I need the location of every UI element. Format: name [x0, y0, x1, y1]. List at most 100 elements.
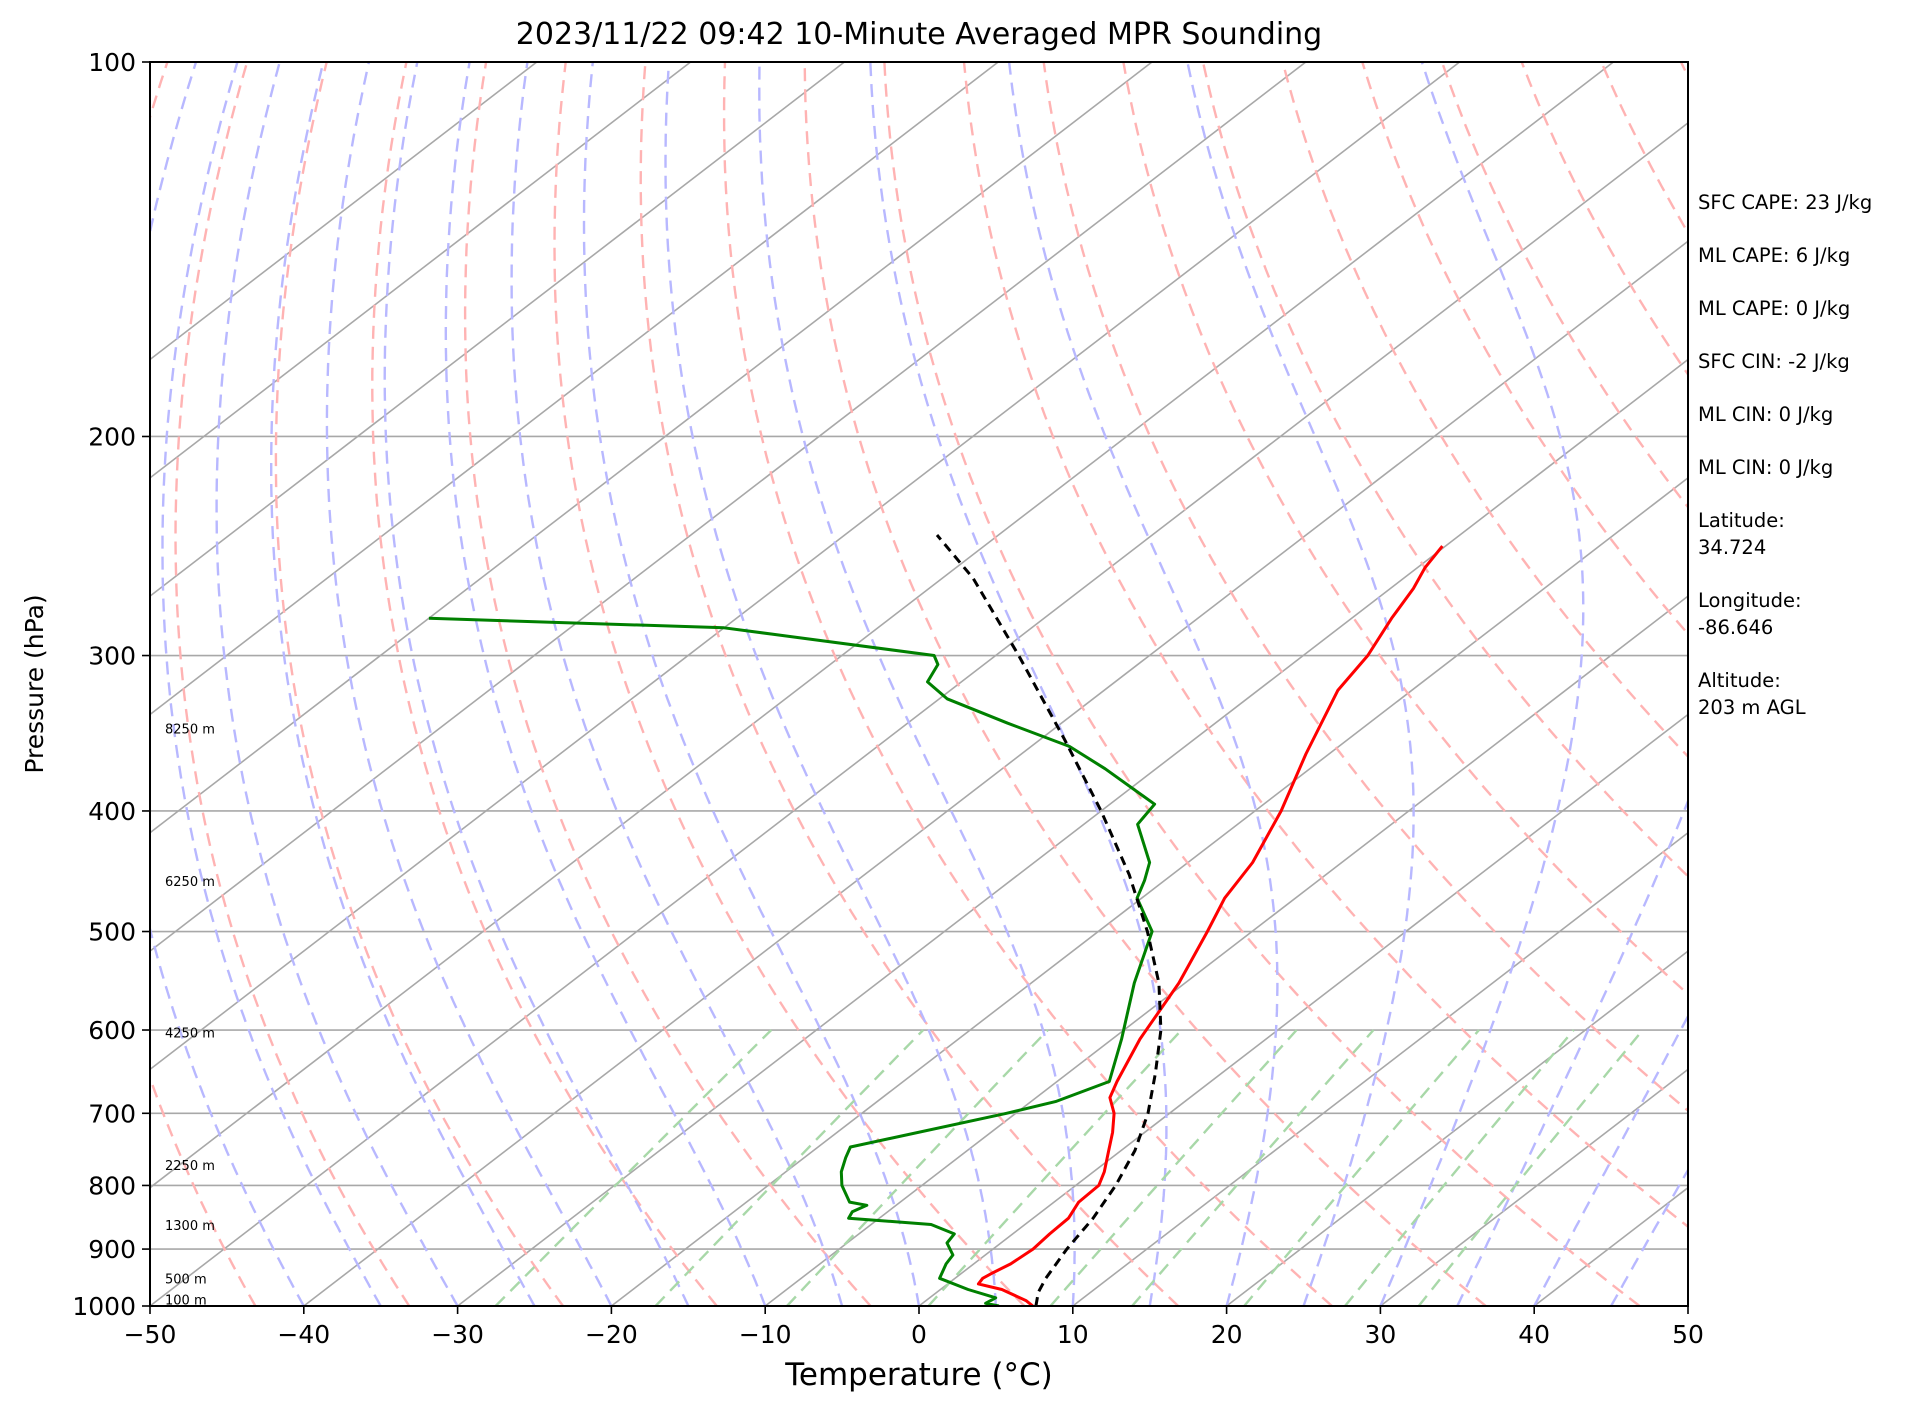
isotherm-line [303, 240, 1688, 1306]
isotherm-line [150, 62, 692, 479]
dry-adiabat-line [722, 62, 1333, 1306]
mixing-ratio-line [1131, 1029, 1375, 1306]
ml-cape-text-2: ML CAPE: 0 J/kg [1698, 297, 1851, 320]
moist-adiabat-line [270, 62, 536, 1306]
isotherm-line [610, 476, 1688, 1306]
height-label: 6250 m [165, 875, 215, 890]
ml-cape-text: ML CAPE: 6 J/kg [1698, 244, 1851, 267]
dry-adiabat-line [274, 62, 564, 1306]
dry-adiabat-line [174, 62, 411, 1306]
dry-adiabat-line [1122, 62, 1688, 996]
dry-adiabat-line [803, 62, 1487, 1306]
x-tick-label: −50 [124, 1320, 177, 1349]
parcel-trace [935, 534, 1163, 1306]
temperature-trace [976, 545, 1444, 1306]
sfc-cin-text: SFC CIN: -2 J/kg [1698, 350, 1850, 373]
isotherm-line [150, 62, 538, 361]
dry-adiabat-line [1042, 62, 1688, 1113]
sounding-traces [428, 534, 1444, 1306]
isotherm-line [1226, 950, 1688, 1306]
moist-adiabat-line [1456, 797, 1688, 1306]
altitude-value: 203 m AGL [1698, 696, 1806, 719]
ml-cin-text: ML CIN: 0 J/kg [1698, 403, 1834, 426]
isotherm-line [150, 62, 1153, 834]
moist-adiabat-line [1379, 62, 1585, 1306]
x-tick-label: 40 [1518, 1320, 1550, 1349]
isotherm-line [457, 358, 1688, 1306]
y-tick-label: 400 [88, 797, 136, 826]
moist-adiabat-line [664, 62, 998, 1306]
moist-adiabat-line [444, 62, 767, 1306]
y-tick-label: 600 [88, 1016, 136, 1045]
y-tick-label: 300 [88, 642, 136, 671]
isotherm-line [150, 62, 1614, 1189]
moist-adiabat-line [758, 62, 1076, 1306]
x-axis-label: Temperature (°C) [784, 1357, 1053, 1393]
dewpoint-trace [428, 616, 1157, 1306]
x-tick-label: 0 [911, 1320, 927, 1349]
ml-cin-text-2: ML CIN: 0 J/kg [1698, 456, 1834, 479]
isotherm-line [764, 595, 1688, 1306]
moist-adiabat-line [215, 62, 459, 1306]
x-tick-label: 10 [1057, 1320, 1089, 1349]
y-axis-label: Pressure (hPa) [20, 594, 49, 773]
dry-adiabat-line [553, 62, 1026, 1306]
isotherm-line [918, 713, 1688, 1306]
y-tick-label: 100 [88, 48, 136, 77]
moist-adiabat-line [325, 62, 613, 1306]
dry-adiabat-line [1840, 62, 1907, 1306]
latitude-label: Latitude: [1698, 509, 1785, 532]
x-tick-label: 20 [1211, 1320, 1243, 1349]
x-tick-label: −30 [431, 1320, 484, 1349]
y-tick-label: 800 [88, 1171, 136, 1200]
dry-adiabat-line [1281, 62, 1688, 759]
isotherm-line [150, 62, 1461, 1071]
x-axis: −50 −40 −30 −20 −10 0 10 20 30 40 50 [124, 1306, 1704, 1349]
height-label: 100 m [165, 1294, 207, 1309]
height-label: 1300 m [165, 1219, 215, 1234]
isotherm-line [150, 62, 845, 598]
moist-adiabat-line [510, 62, 844, 1306]
dry-adiabat-line [1520, 62, 1688, 377]
chart-title: 2023/11/22 09:42 10-Minute Averaged MPR … [516, 17, 1322, 52]
latitude-value: 34.724 [1698, 536, 1767, 559]
mixing-ratio-line [1344, 1029, 1575, 1306]
dry-adiabat-line [883, 62, 1641, 1306]
dry-adiabat-line [371, 62, 718, 1306]
moist-adiabat-line [1186, 62, 1415, 1306]
x-tick-label: −20 [585, 1320, 638, 1349]
longitude-label: Longitude: [1698, 589, 1802, 612]
y-tick-label: 200 [88, 422, 136, 451]
mixing-ratio-line [1417, 1029, 1644, 1306]
x-tick-label: −40 [277, 1320, 330, 1349]
dry-adiabat-line [639, 62, 1180, 1306]
height-label: 8250 m [165, 722, 215, 737]
dry-adiabat-line [962, 62, 1688, 1229]
x-tick-label: −10 [739, 1320, 792, 1349]
y-tick-label: 700 [88, 1099, 136, 1128]
mixing-ratio-line [494, 1029, 773, 1306]
y-axis: 100 200 300 400 500 600 700 800 900 1000 [72, 48, 150, 1321]
moist-adiabat-line [383, 62, 690, 1306]
height-label: 2250 m [165, 1159, 215, 1174]
height-label: 4250 m [165, 1027, 215, 1042]
sfc-cape-text: SFC CAPE: 23 J/kg [1698, 191, 1873, 214]
background-lines [150, 62, 1907, 1306]
isotherm-line [1072, 831, 1688, 1306]
isotherm-line [150, 62, 1307, 953]
dry-adiabat-line [1201, 62, 1688, 878]
isotherm-line [150, 62, 999, 716]
y-tick-label: 1000 [72, 1292, 136, 1321]
height-labels: 100 m 500 m 1300 m 2250 m 4250 m 6250 m 8250 m [165, 722, 215, 1308]
altitude-label: Altitude: [1698, 669, 1781, 692]
mixing-ratio-line [1049, 1029, 1298, 1306]
height-label: 500 m [165, 1272, 207, 1287]
isotherm-line [1379, 1068, 1688, 1306]
moist-adiabat-line [869, 62, 1168, 1306]
mixing-ratio-line [1243, 1029, 1480, 1306]
mixing-ratio-line [786, 1029, 1049, 1306]
moist-adiabat-line [1007, 62, 1279, 1306]
moist-adiabat-line [161, 62, 382, 1306]
mixing-ratio-line [654, 1029, 925, 1306]
